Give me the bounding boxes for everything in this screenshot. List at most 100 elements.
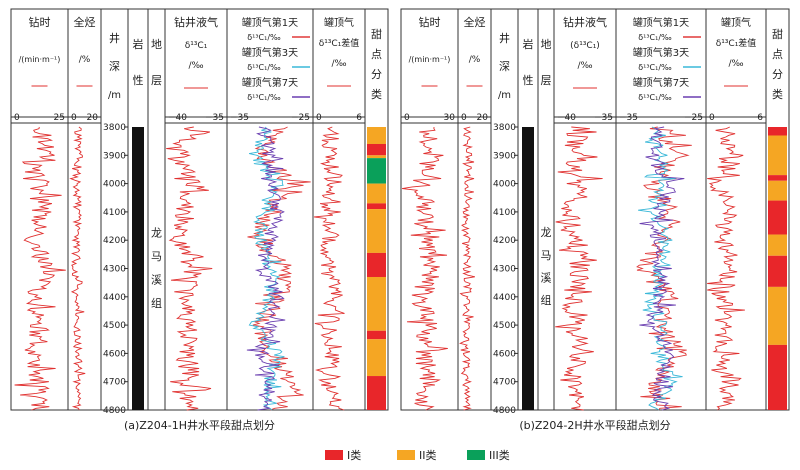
- lith-header: 性: [133, 73, 144, 87]
- tank-day3-header: 罐顶气第3天: [633, 46, 689, 59]
- legend-swatch: [467, 450, 485, 460]
- diff-header: 罐顶气: [721, 16, 751, 29]
- legend-label: I类: [347, 448, 361, 462]
- panel-caption: (a)Z204-1H井水平段甜点划分: [124, 418, 275, 432]
- sweet-spot-class-I: [768, 127, 787, 136]
- mud-scale-min: −40: [168, 113, 187, 123]
- formation-label: 马: [541, 249, 552, 262]
- depth-unit: /m: [498, 90, 511, 101]
- formation-label: 溪: [541, 272, 552, 285]
- strat-header: 地: [541, 38, 552, 51]
- drill-header: 钻时: [419, 15, 441, 29]
- lith-header: 性: [523, 73, 534, 87]
- tank-day1-curve: [247, 126, 311, 411]
- sweet-spot-class-II: [768, 286, 787, 345]
- drill-scale-max: 25: [54, 113, 65, 123]
- sweet-spot-class-II: [367, 209, 386, 253]
- tank-day3-header: 罐顶气第3天: [242, 46, 298, 59]
- sweet-spot-class-II: [367, 127, 386, 144]
- strat-header: 层: [541, 74, 552, 87]
- depth-tick-label: 4400: [103, 293, 126, 303]
- diff-scale-min: 0: [316, 113, 322, 123]
- mud-scale-max: −35: [205, 113, 224, 123]
- legend-label: II类: [419, 448, 437, 462]
- panel-caption: (b)Z204-2H井水平段甜点划分: [519, 418, 670, 432]
- gas-scale-max: 20: [477, 113, 489, 123]
- tank-day3-symbol: δ¹³C₁/‰: [247, 63, 281, 72]
- sweet-spot-class-II: [768, 234, 787, 256]
- diff-scale-max: 6: [757, 113, 763, 123]
- depth-tick-label: 4800: [493, 406, 516, 416]
- drill-header: 钻时: [29, 15, 51, 29]
- mud-gas-symbol: (δ¹³C₁): [570, 41, 600, 51]
- depth-tick-label: 4300: [493, 265, 516, 275]
- gas-unit: /%: [469, 55, 481, 65]
- depth-tick-label: 3900: [103, 151, 126, 161]
- drill-scale-min: 0: [14, 113, 20, 123]
- mud-gas-unit: /‰: [577, 61, 592, 71]
- depth-tick-label: 4100: [493, 208, 516, 218]
- diff-symbol: δ¹³C₁差值: [716, 37, 757, 49]
- gas-scale-min: 0: [461, 113, 467, 123]
- diff-header: 罐顶气: [324, 16, 354, 29]
- class-header: 类: [772, 87, 783, 101]
- depth-header: 深: [109, 60, 120, 73]
- panel-frame: [400, 8, 790, 411]
- depth-tick-label: 4200: [493, 236, 516, 246]
- mud-scale-min: −40: [557, 113, 576, 123]
- depth-tick-label: 4000: [103, 180, 126, 190]
- sweet-spot-class-I: [768, 200, 787, 235]
- tank-day1-symbol: δ¹³C₁/‰: [247, 33, 281, 42]
- sweet-spot-class-I: [768, 344, 787, 410]
- depth-header: 井: [499, 31, 510, 45]
- class-legend: I类 II类 III类: [325, 448, 510, 462]
- sweet-spot-class-I: [367, 252, 386, 277]
- depth-unit: /m: [108, 90, 121, 101]
- mud-gas-curve: [166, 126, 213, 411]
- depth-tick-label: 4700: [493, 378, 516, 388]
- tank-day7-symbol: δ¹³C₁/‰: [638, 93, 672, 102]
- sweet-spot-class-II: [768, 180, 787, 201]
- diff-scale-min: 0: [709, 113, 715, 123]
- depth-tick-label: 4600: [103, 349, 126, 359]
- diff-unit: /‰: [331, 59, 346, 69]
- depth-tick-label: 4700: [103, 378, 126, 388]
- depth-tick-label: 4300: [103, 265, 126, 275]
- formation-label: 马: [151, 250, 162, 263]
- panel-a: 钻时/(min·m⁻¹)全烃/%井深/m岩性地层钻井液气δ¹³C₁/‰罐顶气第1…: [10, 8, 389, 432]
- sweet-spot-class-III: [367, 158, 386, 184]
- sweet-spot-class-I: [768, 175, 787, 181]
- depth-tick-label: 4800: [103, 406, 126, 416]
- sweet-spot-class-I: [367, 330, 386, 340]
- tank-day7-header: 罐顶气第7天: [242, 76, 298, 89]
- legend-swatch: [325, 450, 343, 460]
- gas-scale-min: 0: [71, 113, 77, 123]
- depth-tick-label: 4200: [103, 236, 126, 246]
- mud-scale-max: −35: [594, 113, 613, 123]
- sweet-spot-class-II: [367, 339, 386, 377]
- mud-gas-header: 钻井液气: [563, 15, 607, 29]
- formation-label: 龙: [151, 227, 162, 240]
- mud-gas-unit: /‰: [188, 61, 203, 71]
- drill-time-curve: [14, 126, 66, 411]
- tank-day7-curve: [246, 126, 286, 411]
- drill-unit: /(min·m⁻¹): [409, 55, 451, 64]
- mud-gas-curve: [555, 126, 603, 411]
- sweet-spot-class-I: [367, 203, 386, 210]
- panel-frame: [10, 8, 389, 411]
- class-header: 甜: [772, 28, 783, 41]
- tank-day1-symbol: δ¹³C₁/‰: [638, 33, 672, 42]
- gas-scale-max: 20: [87, 113, 99, 123]
- sweet-spot-class-I: [367, 143, 386, 156]
- strat-header: 层: [151, 74, 162, 87]
- depth-tick-label: 4100: [103, 208, 126, 218]
- depth-tick-label: 4600: [493, 349, 516, 359]
- depth-tick-label: 3900: [493, 151, 516, 161]
- diff-scale-max: 6: [356, 113, 362, 123]
- total-gas-curve: [459, 126, 475, 411]
- sweet-spot-class-I: [367, 376, 386, 410]
- tank-scale-min: −35: [619, 113, 638, 123]
- depth-header: 井: [109, 31, 120, 45]
- depth-header: 深: [499, 60, 510, 73]
